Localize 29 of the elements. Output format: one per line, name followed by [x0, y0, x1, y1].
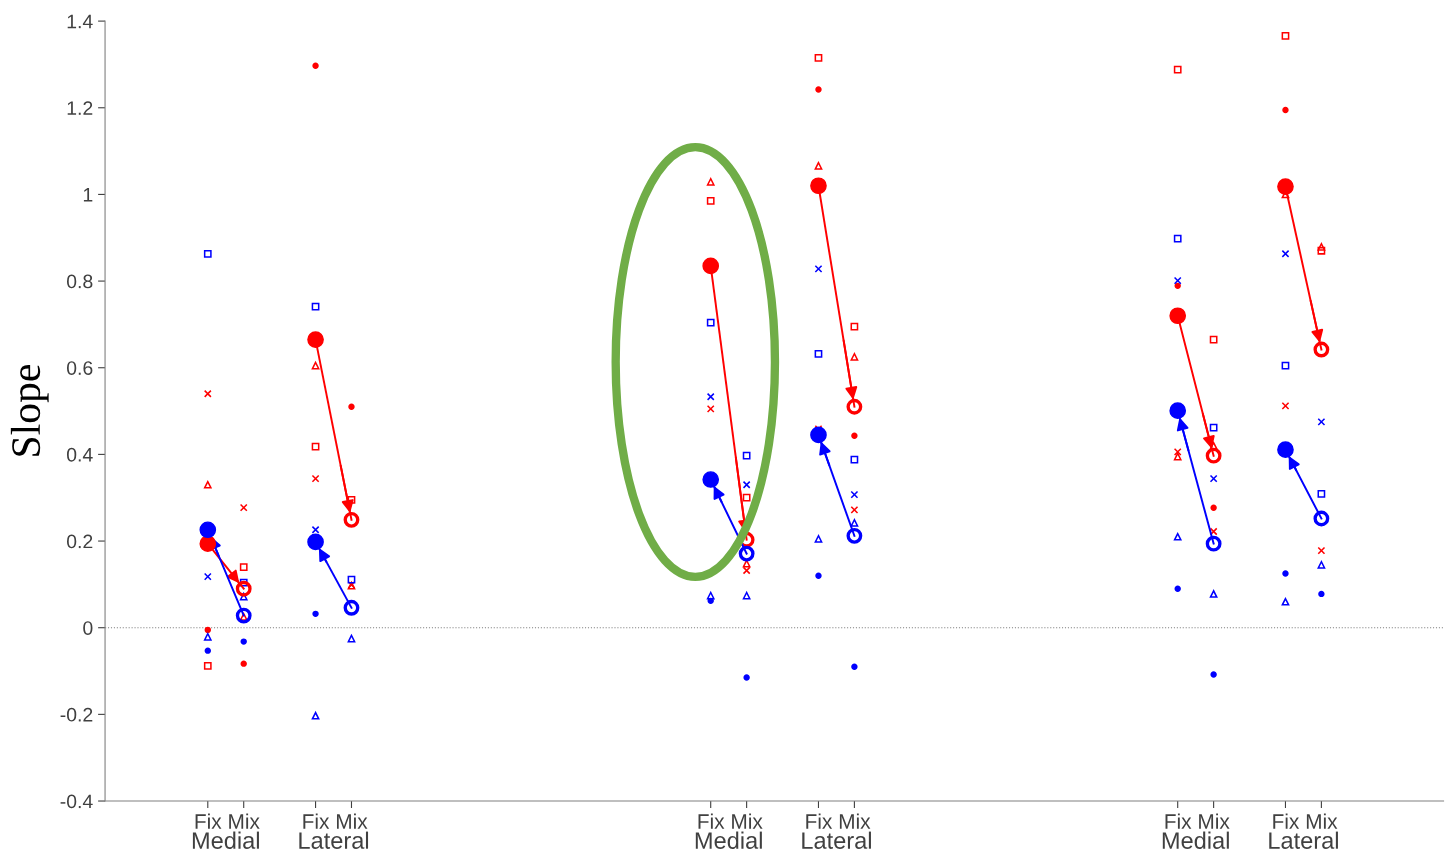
y-tick-label: 1.4 [67, 14, 93, 29]
y-tick-label: 0.4 [66, 447, 93, 462]
y-tick-label: 1 [83, 188, 93, 202]
x-tick-label: Fix [698, 813, 725, 829]
y-tick-label: 1.2 [67, 101, 93, 115]
x-tick-label: Fix [1165, 813, 1192, 829]
y-tick-label: 0.8 [66, 274, 93, 289]
y-tick-label: -0.4 [60, 794, 93, 809]
y-axis-title: Slope [10, 365, 49, 456]
text: Medial [1162, 831, 1229, 849]
x-tick-label: Mix [229, 813, 260, 829]
x-tick-label: Fix [806, 813, 833, 829]
x-tick-label: Fix [303, 813, 330, 829]
x-tick-label: Mix [1199, 813, 1230, 829]
text: Lateral [802, 831, 871, 849]
x-tick-label: Mix [1306, 813, 1338, 829]
x-tick-label: Fix [195, 813, 222, 829]
text: Lateral [299, 831, 369, 849]
text: Medial [192, 831, 259, 849]
text: Medial [695, 831, 762, 849]
x-tick-label: Mix [839, 813, 871, 829]
text: Lateral [1269, 831, 1338, 849]
y-tick-label: 0.2 [66, 534, 93, 549]
x-tick-label: Fix [1273, 813, 1300, 829]
y-tick-label: 0 [83, 621, 93, 635]
y-tick-label: 0.6 [66, 361, 93, 375]
x-tick-label: Mix [732, 813, 763, 829]
x-tick-label: Mix [336, 813, 368, 829]
y-tick-label: -0.2 [60, 707, 93, 722]
